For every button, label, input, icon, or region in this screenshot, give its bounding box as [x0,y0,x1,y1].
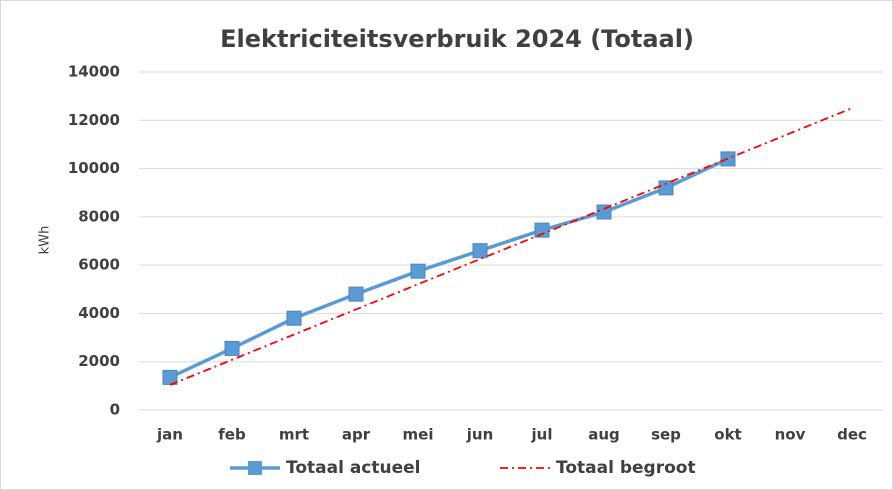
y-tick-label: 6000 [78,256,120,274]
y-tick-label: 12000 [68,111,120,129]
x-tick-label: sep [651,426,681,444]
data-point [410,263,426,279]
data-point [596,204,612,220]
legend-label: Totaal actueel [286,458,421,478]
x-tick-label: dec [837,426,867,444]
series-line [169,107,853,386]
x-tick-label: jan [156,426,183,444]
y-tick-label: 10000 [68,159,120,177]
y-tick-label: 0 [110,401,120,419]
y-tick-label: 8000 [78,207,120,225]
x-tick-label: apr [342,426,371,444]
x-tick-label: mrt [279,426,309,444]
legend-marker [248,461,262,475]
x-tick-label: mei [403,426,434,444]
legend-label: Totaal begroot [556,458,696,478]
y-tick-label: 2000 [78,352,120,370]
data-point [472,243,488,259]
y-axis-label: kWh [38,226,53,255]
x-tick-label: feb [218,426,246,444]
x-tick-label: nov [775,426,806,444]
data-point [720,151,736,167]
data-point [348,286,364,302]
x-tick-label: jul [531,426,553,444]
y-tick-label: 4000 [78,304,120,322]
data-point [286,310,302,326]
x-tick-label: aug [588,426,620,444]
data-point [658,180,674,196]
x-tick-label: okt [714,426,741,444]
chart-title: Elektriciteitsverbruik 2024 (Totaal) [220,25,694,53]
data-point [224,340,240,356]
data-point [534,222,550,238]
series-line [169,157,729,379]
y-tick-label: 14000 [68,63,120,81]
x-tick-label: jun [466,426,494,444]
